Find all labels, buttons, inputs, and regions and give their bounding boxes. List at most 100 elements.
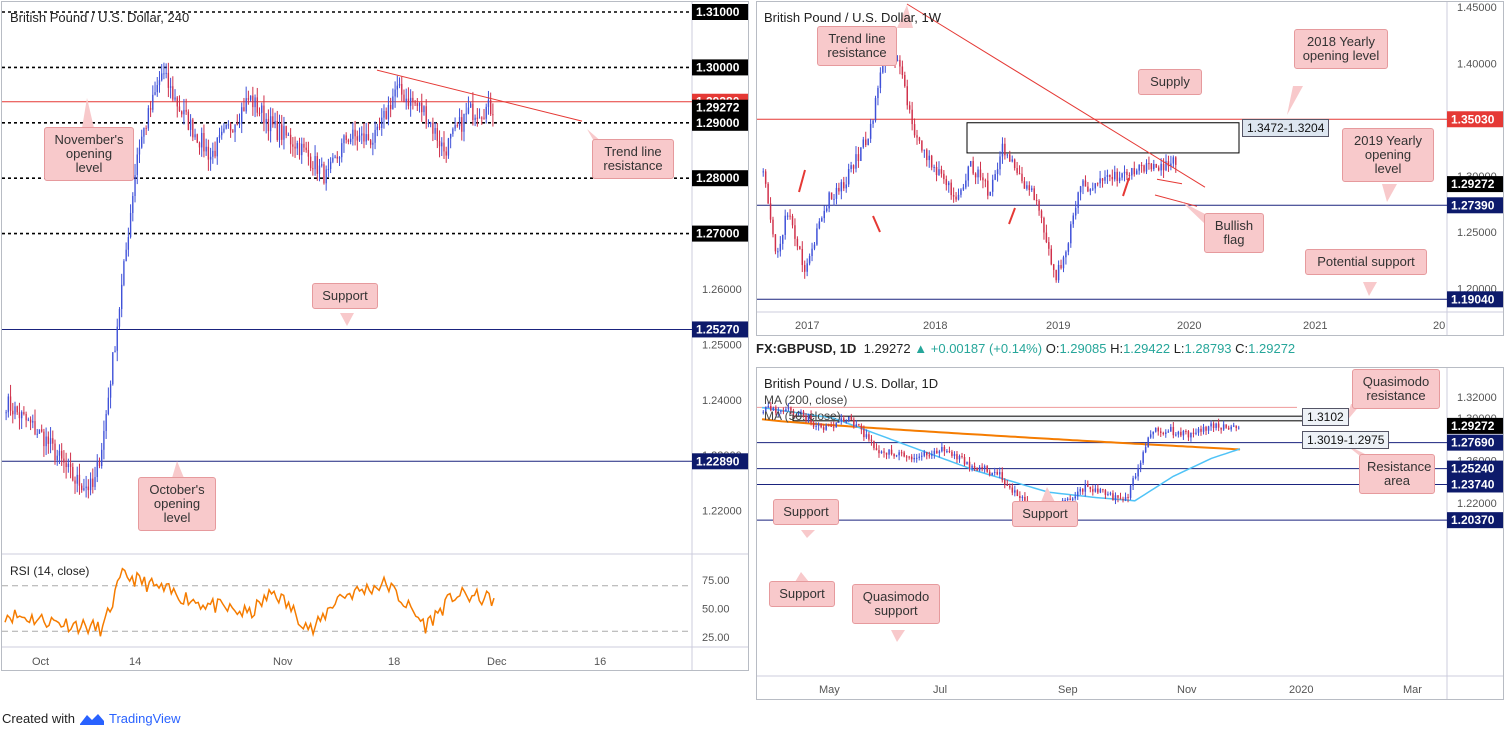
candle-1d-body <box>775 407 777 413</box>
candle-240-body <box>492 114 494 116</box>
candle-240-body <box>98 462 101 466</box>
candle-240-body <box>398 83 401 86</box>
tradingview-logo-icon <box>79 713 104 725</box>
candle-1w-body <box>950 182 952 196</box>
candle-1w-body <box>1104 176 1106 181</box>
candle-1w-body <box>1072 215 1074 225</box>
candle-240-body <box>449 133 452 139</box>
candle-1d-body <box>1066 498 1069 501</box>
candle-240-body <box>461 117 463 132</box>
candle-240-body <box>198 142 201 148</box>
x-tick-label: May <box>819 684 840 696</box>
candle-240-body <box>454 125 456 129</box>
chart-1d-canvas[interactable]: 1.320001.300001.280001.260001.240001.220… <box>757 368 1504 700</box>
candle-240-body <box>234 124 236 133</box>
candle-1w-body <box>1001 143 1004 157</box>
candle-1w-body <box>1121 173 1123 178</box>
candle-1d-body <box>1162 432 1165 435</box>
candle-240-body <box>209 156 212 160</box>
candle-240-body <box>136 154 138 176</box>
candle-240-body <box>165 72 167 74</box>
candle-1d-body <box>968 461 971 468</box>
candle-240-body <box>369 140 372 145</box>
candle-1w-body <box>989 191 991 196</box>
candle-1d-body <box>1094 488 1097 492</box>
chart-1d-panel[interactable]: 1.320001.300001.280001.260001.240001.220… <box>756 367 1504 700</box>
candle-240-body <box>138 147 141 155</box>
candle-240-body <box>478 117 481 119</box>
candle-1d-body <box>850 416 853 420</box>
candle-240-body <box>429 122 432 124</box>
callout-novembers-opening-level: November's opening level <box>44 127 134 181</box>
candle-240-body <box>154 92 156 95</box>
candle-1d-body <box>1104 490 1107 495</box>
candle-1w-body <box>969 161 972 167</box>
callout-pointer <box>340 313 354 326</box>
candle-240-body <box>149 108 152 110</box>
candle-1w-body <box>1145 163 1148 172</box>
price-1.25240-tag <box>1447 460 1503 477</box>
candle-240-body <box>458 117 461 127</box>
x-tick-label: Nov <box>273 656 293 668</box>
candle-240-body <box>78 474 81 486</box>
symbol-info-bar: FX:GBPUSD, 1D 1.29272 ▲ +0.00187 (+0.14%… <box>756 341 1295 356</box>
candle-1d-body <box>785 409 787 412</box>
candle-1d-body <box>933 450 936 454</box>
candle-1w-body <box>874 98 877 121</box>
x-tick-label: 2017 <box>795 320 819 332</box>
candle-1w-body <box>1033 188 1035 201</box>
candle-240-body <box>261 105 263 113</box>
candle-240-body <box>472 103 474 121</box>
candle-1w-body <box>1118 177 1121 181</box>
candle-1w-body <box>1009 154 1011 162</box>
candle-1w-body <box>994 174 996 180</box>
candle-1w-body <box>794 225 796 239</box>
candle-1w-body <box>806 263 808 272</box>
low-value: 1.28793 <box>1184 341 1232 356</box>
chart-1w-canvas[interactable]: 1.450001.400001.350001.300001.250001.200… <box>757 2 1504 336</box>
y-tick-label: 1.22000 <box>1457 498 1497 510</box>
candle-1d-body <box>1147 437 1149 448</box>
candle-240-body <box>192 119 194 138</box>
tradingview-brand[interactable]: TradingView <box>108 711 181 726</box>
candle-1w-body <box>825 208 828 211</box>
callout-quasimodo-support: Quasimodo support <box>852 584 940 624</box>
candle-1d-body <box>1097 488 1099 493</box>
candle-240-body <box>372 142 374 145</box>
candle-240-body <box>485 106 487 119</box>
candle-240-body <box>229 124 232 131</box>
candle-1d-body <box>1006 484 1009 486</box>
candle-240-body <box>347 140 350 142</box>
candle-240-body <box>5 412 7 414</box>
candle-240-body <box>338 157 341 159</box>
candle-1w-body <box>777 251 779 253</box>
candle-240-body <box>254 97 256 108</box>
candle-1w-body <box>901 66 904 76</box>
callout-support-1d-b: Support <box>1012 501 1078 527</box>
candle-1w-body <box>923 149 926 151</box>
candle-1d-body <box>1172 426 1175 436</box>
candle-1w-body <box>789 215 791 217</box>
candle-1w-body <box>867 138 869 146</box>
candle-240-body <box>36 433 38 435</box>
chart-240-canvas[interactable]: 1.31000 1.30000 1.29000 1.28000 1.27000 1.260… <box>2 2 749 671</box>
price-1.27000-tag <box>692 225 748 242</box>
candle-1w-body <box>938 169 940 176</box>
candle-1w-body <box>1016 168 1018 174</box>
candle-240-body <box>32 421 34 423</box>
candle-1d-body <box>1132 478 1134 486</box>
candle-1w-body <box>960 189 962 195</box>
candle-240-body <box>305 147 307 150</box>
candle-1w-body <box>1123 171 1126 174</box>
chart-240-panel[interactable]: 1.31000 1.30000 1.29000 1.28000 1.27000 1.260… <box>1 1 749 671</box>
candle-240-body <box>325 169 327 184</box>
price-1.23740-tag <box>1447 476 1503 493</box>
candle-1w-body <box>877 88 879 99</box>
candle-240-body <box>76 474 78 484</box>
candle-240-body <box>194 134 196 138</box>
candle-240-body <box>341 143 343 158</box>
price-1.25240-tag-text: 1.25240 <box>1451 462 1495 476</box>
candle-240-body <box>301 143 303 156</box>
candle-1w-body <box>1082 180 1084 187</box>
candle-240-body <box>345 135 347 141</box>
